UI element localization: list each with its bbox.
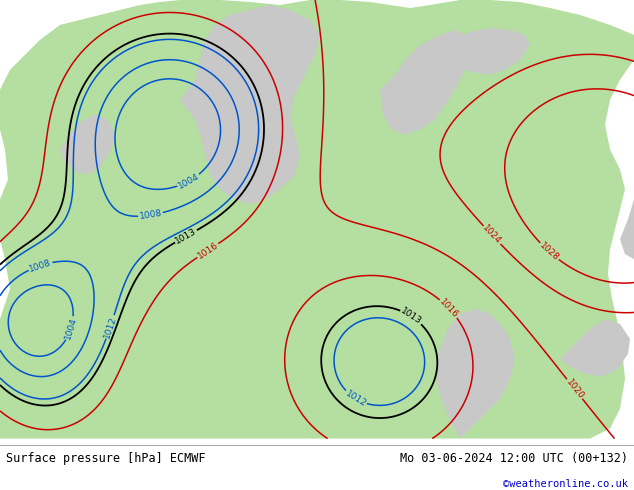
Text: 1016: 1016 bbox=[196, 241, 220, 261]
Text: 1012: 1012 bbox=[102, 315, 118, 339]
Text: Mo 03-06-2024 12:00 UTC (00+132): Mo 03-06-2024 12:00 UTC (00+132) bbox=[399, 452, 628, 465]
Text: 1024: 1024 bbox=[481, 223, 503, 246]
Text: 1020: 1020 bbox=[564, 377, 585, 401]
Polygon shape bbox=[440, 28, 530, 75]
Polygon shape bbox=[380, 30, 470, 135]
Polygon shape bbox=[560, 319, 630, 377]
Polygon shape bbox=[180, 5, 320, 204]
Text: 1008: 1008 bbox=[28, 258, 53, 273]
Text: ©weatheronline.co.uk: ©weatheronline.co.uk bbox=[503, 479, 628, 489]
Text: Surface pressure [hPa] ECMWF: Surface pressure [hPa] ECMWF bbox=[6, 452, 206, 465]
Polygon shape bbox=[60, 115, 115, 174]
Polygon shape bbox=[620, 199, 634, 259]
Text: 1012: 1012 bbox=[344, 389, 368, 408]
Polygon shape bbox=[435, 309, 515, 439]
Text: 1004: 1004 bbox=[63, 316, 79, 341]
Text: 1008: 1008 bbox=[138, 209, 162, 221]
Text: 1016: 1016 bbox=[437, 297, 460, 320]
Text: 1013: 1013 bbox=[399, 306, 424, 326]
Text: 1013: 1013 bbox=[174, 227, 198, 246]
Text: 1028: 1028 bbox=[538, 241, 560, 263]
Polygon shape bbox=[0, 0, 634, 439]
Text: 1004: 1004 bbox=[176, 172, 201, 191]
